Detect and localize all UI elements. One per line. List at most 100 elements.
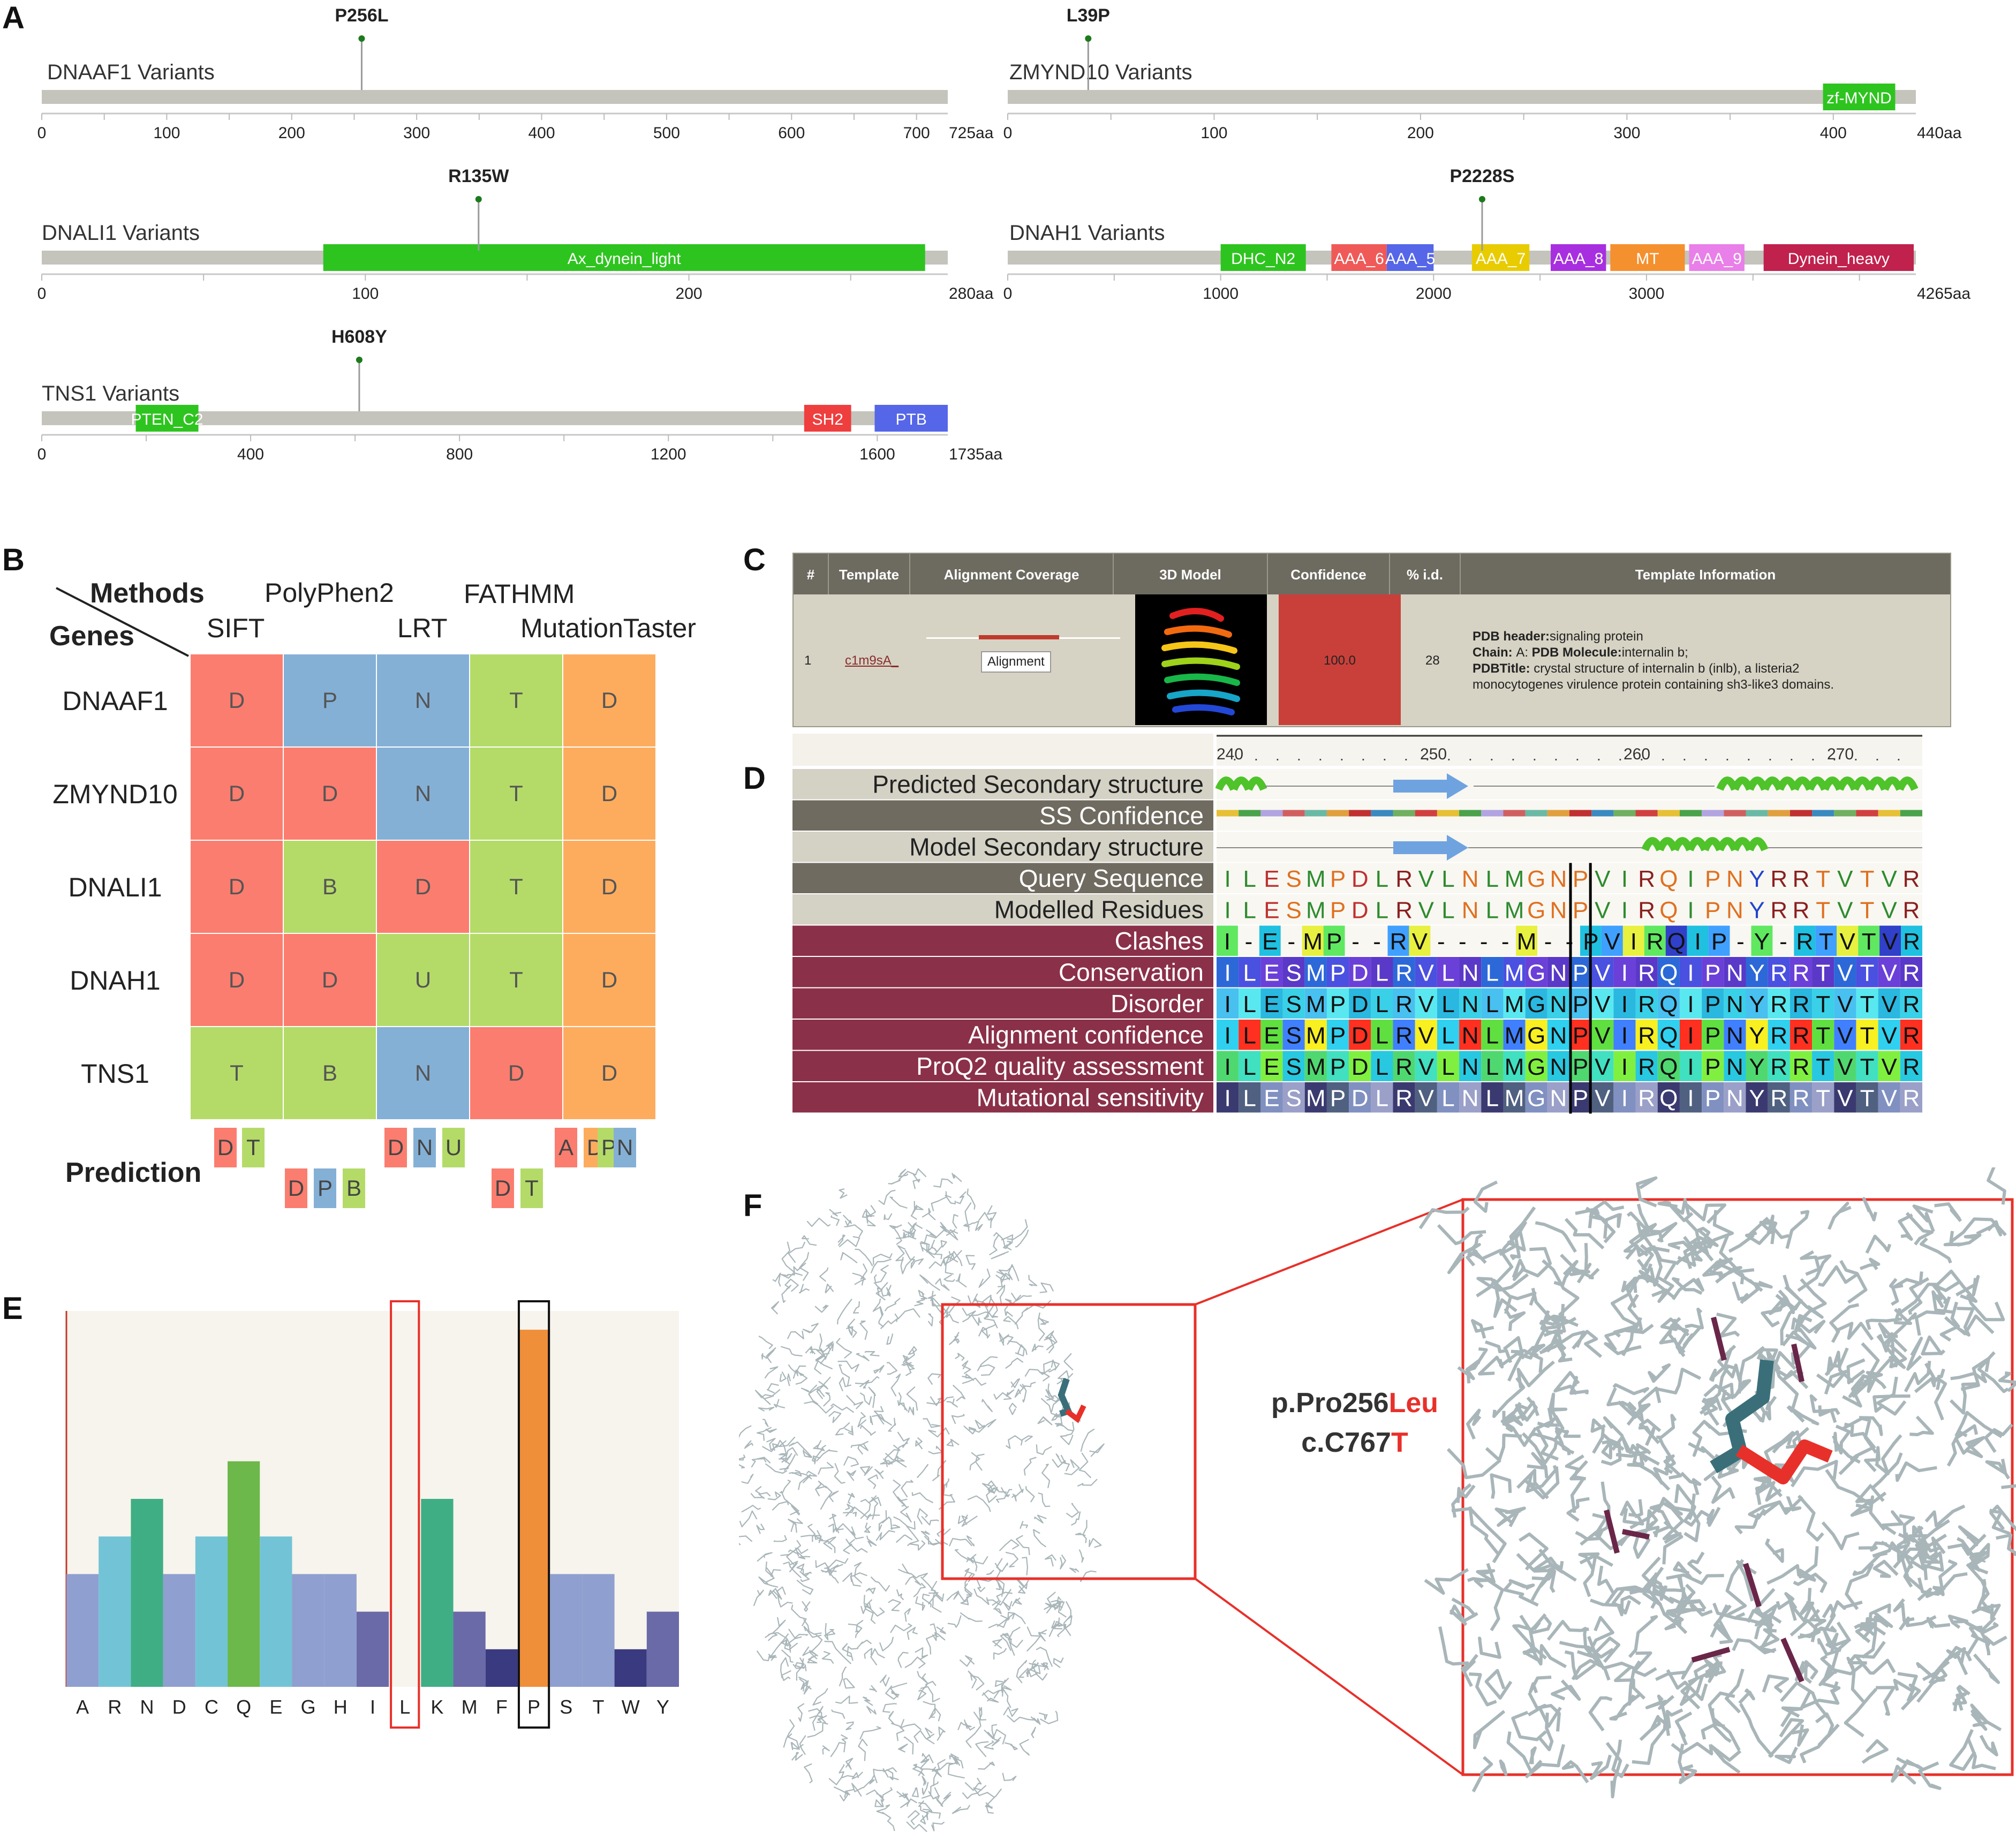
gene-row-label: DNAH1 (70, 966, 161, 996)
x-tick-label: K (431, 1696, 443, 1718)
residue-letter: P (1573, 898, 1588, 924)
ss-confidence-cell (1239, 810, 1261, 817)
residue-letter: L (1376, 866, 1388, 892)
row-label: Conservation (1059, 959, 1204, 986)
residue-letter: R (1647, 929, 1664, 955)
domain-label: Dynein_heavy (1788, 250, 1890, 268)
residue-letter: N (1550, 866, 1567, 892)
residue-cell (1452, 925, 1474, 956)
residue-cell (1790, 988, 1813, 1019)
residue-cell (1217, 1051, 1239, 1081)
residue-letter: R (1638, 1085, 1655, 1112)
residue-letter: T (1860, 991, 1875, 1017)
residue-cell (1900, 988, 1922, 1019)
residue-letter: N (1462, 1054, 1479, 1080)
legend-chip: N (413, 1128, 436, 1167)
residue-cell (1239, 1020, 1261, 1050)
residue-cell (1591, 988, 1614, 1019)
neighbor-residue (1604, 1509, 1620, 1554)
ruler-dot: . (1318, 747, 1323, 764)
ruler-dot: . (1275, 747, 1280, 764)
residue-letter: I (1621, 1085, 1628, 1112)
residue-letter: N (1726, 991, 1743, 1017)
residue-mutant-zoom (1735, 1439, 1833, 1484)
residue-cell (1591, 1082, 1614, 1113)
alignment-button[interactable]: Alignment (981, 651, 1051, 673)
residue-letter: S (1286, 1085, 1301, 1112)
x-tick-label: T (592, 1696, 604, 1718)
residue-letter: M (1306, 1054, 1326, 1080)
ruler-dot: . (1897, 747, 1901, 764)
residue-letter: - (1351, 929, 1360, 955)
bar (614, 1649, 647, 1687)
residue-letter: R (1903, 866, 1920, 892)
residue-cell (1393, 1051, 1415, 1081)
residue-letter: G (1527, 1054, 1545, 1080)
bar (131, 1499, 163, 1687)
ss-confidence-cell (1679, 810, 1702, 817)
residue-cell (1812, 1020, 1834, 1050)
residue-letter: P (1573, 866, 1588, 892)
residue-letter: V (1595, 1023, 1611, 1049)
highlight-box-black (517, 1300, 550, 1729)
prediction-cell: D (563, 654, 655, 746)
row-label: Query Sequence (1019, 864, 1204, 892)
residue-cell (1393, 988, 1415, 1019)
residue-cell (1878, 1020, 1900, 1050)
residue-letter: P (1705, 1054, 1720, 1080)
ruler-dot: . (1490, 747, 1494, 764)
residue-cell (1326, 957, 1349, 987)
residue-cell (1591, 957, 1614, 987)
residue-letter: E (1262, 929, 1278, 955)
row-number: 1 (804, 653, 812, 668)
residue-cell (1665, 925, 1687, 956)
variant-label: L39P (1067, 5, 1110, 26)
tick-label: 400 (237, 446, 264, 463)
gene-title: DNALI1 Variants (42, 221, 200, 245)
residue-letter: T (1816, 1085, 1830, 1112)
residue-cell (1503, 1082, 1526, 1113)
residue-letter: R (1638, 866, 1655, 892)
residue-cell (1622, 925, 1644, 956)
residue-letter: N (1726, 1085, 1743, 1112)
residue-cell (1635, 1082, 1658, 1113)
residue-letter: - (1501, 929, 1509, 955)
tick-label: 400 (528, 124, 555, 142)
residue-letter: R (1903, 1085, 1920, 1112)
legend-chip: B (343, 1168, 365, 1208)
gene-title: DNAH1 Variants (1009, 221, 1165, 245)
tick-label: 2000 (1416, 285, 1452, 303)
template-info: PDB header:signaling protein Chain: A: P… (1473, 629, 1944, 693)
residue-letter: L (1243, 960, 1256, 986)
residue-letter: Y (1749, 866, 1764, 892)
residue-letter: L (1441, 1054, 1454, 1080)
residue-letter: E (1264, 991, 1279, 1017)
residue-cell (1878, 988, 1900, 1019)
prediction-cell: D (563, 934, 655, 1026)
residue-cell (1239, 988, 1261, 1019)
residue-letter: P (1330, 1023, 1346, 1049)
gene-row-label: DNALI1 (68, 872, 162, 902)
residue-letter: L (1486, 1054, 1499, 1080)
info-value: internalin b; (1621, 645, 1688, 660)
zoom-line-top (1195, 1198, 1463, 1306)
x-tick-label: D (172, 1696, 186, 1718)
residue-cell (1503, 1020, 1526, 1050)
residue-mutant (1065, 1404, 1086, 1423)
residue-cell (1525, 1082, 1547, 1113)
residue-cell (1569, 957, 1592, 987)
residue-cell (1437, 1082, 1460, 1113)
template-link[interactable]: c1m9sA_ (845, 653, 899, 668)
lollipop-head (475, 196, 482, 202)
tick-label: 1000 (1203, 285, 1239, 303)
ruler-dot: . (1554, 747, 1558, 764)
residue-letter: R (1770, 898, 1787, 924)
prediction-cell: T (470, 748, 562, 840)
residue-cell (1371, 988, 1393, 1019)
residue-letter: E (1264, 1023, 1279, 1049)
residue-letter: L (1441, 1085, 1454, 1112)
row-label-bg (792, 957, 1213, 987)
residue-letter: I (1687, 1085, 1694, 1112)
residue-letter: P (1705, 1023, 1720, 1049)
residue-letter: D (1351, 898, 1369, 924)
